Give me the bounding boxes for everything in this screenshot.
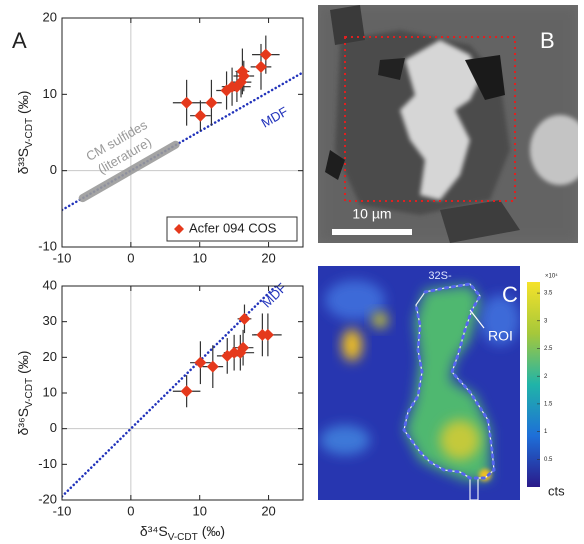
- reference-line: [62, 286, 278, 498]
- colorbar-tick-label: 1: [544, 429, 548, 435]
- panel-label: C: [502, 282, 518, 307]
- label-part: (‰): [202, 523, 225, 539]
- y-tick-label: 10: [43, 384, 57, 399]
- y-tick-label: 40: [43, 277, 57, 292]
- x-tick-label: 20: [261, 250, 275, 265]
- ion-label: 32S-: [428, 270, 452, 282]
- x-tick-label: 20: [261, 503, 275, 518]
- point: [205, 96, 218, 109]
- plot-frame: [61, 17, 304, 248]
- label-part: (‰): [15, 351, 31, 374]
- y-tick-label: 10: [43, 86, 57, 101]
- y-tick-label: 0: [50, 162, 57, 177]
- colorbar-tick-label: 2.5: [544, 346, 553, 352]
- x-tick-label: 0: [127, 250, 134, 265]
- label-part: V-CDT: [24, 378, 35, 408]
- point: [194, 109, 207, 122]
- plot-frame: [61, 285, 304, 501]
- x-tick-label: 10: [192, 503, 206, 518]
- point: [238, 312, 251, 325]
- y-tick-label: 20: [43, 9, 57, 24]
- colorbar-tick-label: 0.5: [544, 457, 553, 463]
- y-tick-label: 30: [43, 313, 57, 328]
- x-tick-label: -10: [53, 503, 72, 518]
- label-part: δ³⁴S: [140, 523, 168, 539]
- point: [254, 60, 267, 73]
- point: [206, 360, 219, 373]
- label-part: δ³³S: [15, 148, 31, 174]
- point: [259, 48, 272, 61]
- y-tick-label: 20: [43, 349, 57, 364]
- panel-label: A: [12, 28, 27, 53]
- point: [237, 341, 250, 354]
- panel-label: B: [540, 28, 555, 53]
- point: [180, 96, 193, 109]
- label-part: V-CDT: [168, 532, 198, 543]
- label-part: V-CDT: [24, 118, 35, 148]
- point: [261, 328, 274, 341]
- exponent-label: ×10⁴: [545, 273, 558, 280]
- colorbar-tick-label: 3.5: [544, 291, 553, 297]
- reference-line: [78, 140, 180, 203]
- sem-image: [318, 5, 578, 243]
- colorbar-tick-label: 1.5: [544, 401, 553, 407]
- x-axis-label: δ³⁴SV-CDT (‰): [140, 523, 225, 543]
- legend-box: [166, 216, 298, 242]
- ion-map: [318, 266, 520, 500]
- y-tick-label: -10: [38, 456, 57, 471]
- y-axis-label: δ³³SV-CDT (‰): [15, 91, 35, 175]
- x-tick-label: -10: [53, 250, 72, 265]
- scale-bar-label: 10 µm: [352, 206, 391, 222]
- legend-marker: [174, 224, 184, 234]
- point: [180, 385, 193, 398]
- colorbar-tick-label: 3: [544, 318, 548, 324]
- label-part: δ³⁶S: [15, 408, 31, 436]
- x-tick-label: 0: [127, 503, 134, 518]
- colorbar: [527, 282, 540, 487]
- line-label: MDF: [259, 280, 290, 310]
- y-tick-label: 0: [50, 420, 57, 435]
- unit-label: cts: [548, 483, 565, 498]
- x-tick-label: 10: [192, 250, 206, 265]
- legend-label: Acfer 094 COS: [189, 220, 277, 235]
- point: [228, 346, 241, 359]
- point: [194, 356, 207, 369]
- y-tick-label: -10: [38, 238, 57, 253]
- y-tick-label: -20: [38, 491, 57, 506]
- point: [237, 70, 250, 83]
- label-part: (‰): [15, 91, 31, 114]
- colorbar-tick-label: 2: [544, 374, 548, 380]
- line-label: MDF: [259, 104, 291, 131]
- y-axis-label: δ³⁶SV-CDT (‰): [15, 351, 35, 436]
- roi-label: ROI: [488, 328, 513, 344]
